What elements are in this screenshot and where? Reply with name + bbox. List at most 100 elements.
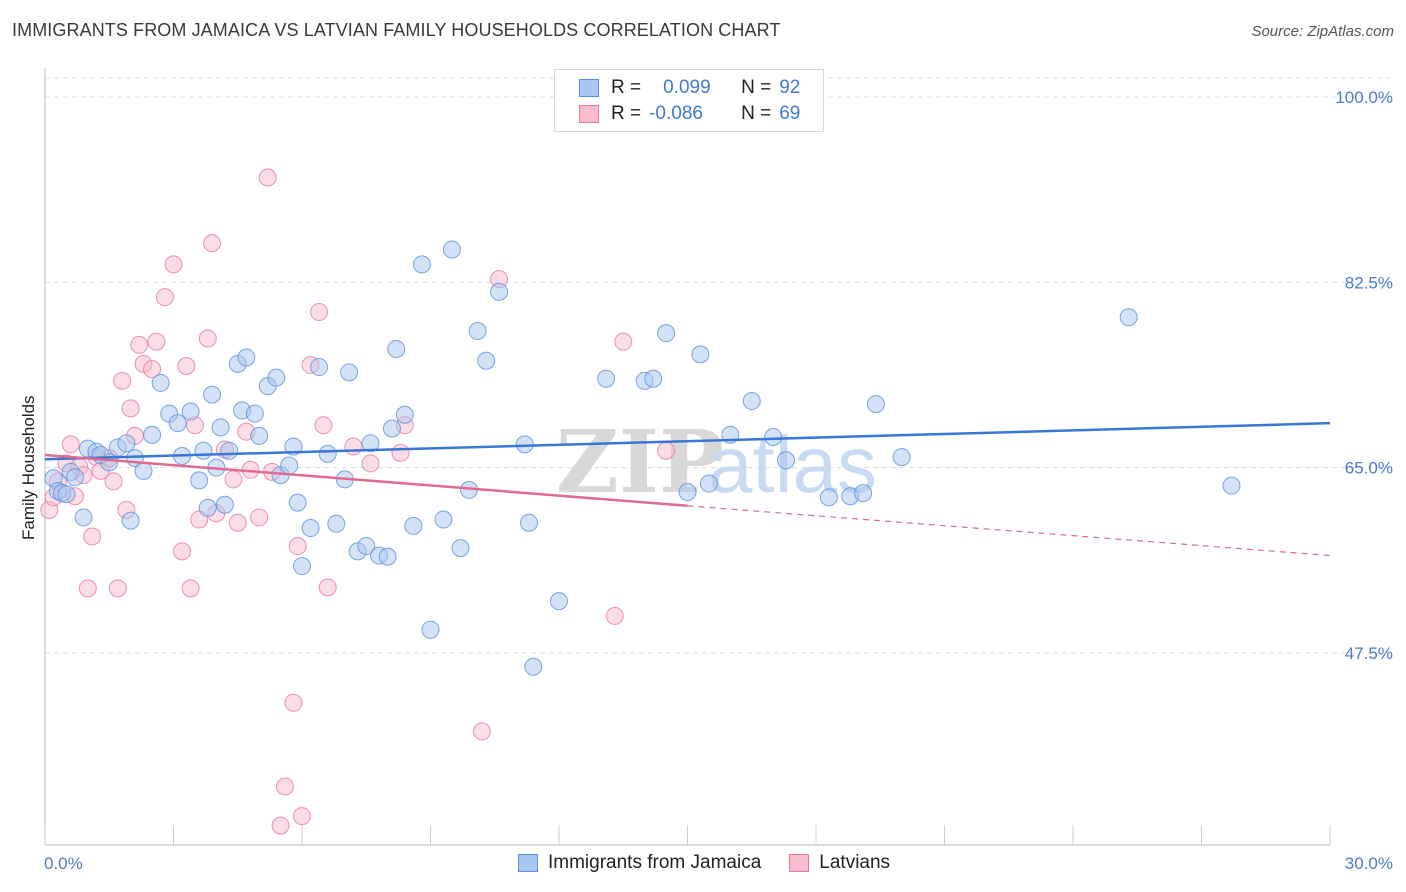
data-point-latvians: [155, 288, 174, 307]
data-point-jamaica: [310, 358, 329, 377]
series-legend: Immigrants from Jamaica Latvians: [518, 852, 918, 874]
data-point-latvians: [271, 816, 290, 835]
data-point-latvians: [275, 777, 294, 796]
data-point-jamaica: [699, 474, 718, 493]
y-tick-label: 100.0%: [1335, 88, 1393, 107]
data-point-jamaica: [143, 425, 162, 444]
legend-r-label: R =: [611, 103, 642, 124]
data-point-latvians: [391, 443, 410, 462]
data-point-jamaica: [819, 488, 838, 507]
data-point-latvians: [181, 579, 200, 598]
data-point-latvians: [130, 335, 149, 354]
data-point-jamaica: [434, 510, 453, 529]
legend-n-label: N =: [741, 103, 772, 124]
data-point-latvians: [143, 360, 162, 379]
data-point-jamaica: [134, 461, 153, 480]
data-point-jamaica: [211, 418, 230, 437]
data-point-latvians: [83, 527, 102, 546]
data-point-jamaica: [151, 373, 170, 392]
data-point-jamaica: [57, 485, 76, 504]
trend-line-jamaica: [44, 421, 1331, 461]
correlation-legend: R = 0.099 N = 92 R = -0.086 N = 69: [554, 69, 824, 132]
data-point-latvians: [361, 454, 380, 473]
x-tick-label: 30.0%: [1345, 854, 1393, 873]
data-point-latvians: [250, 508, 269, 527]
y-tick-label: 47.5%: [1345, 644, 1393, 663]
data-point-jamaica: [764, 427, 783, 446]
data-point-jamaica: [245, 404, 264, 423]
y-axis-title: Family Households: [19, 395, 38, 540]
data-point-jamaica: [267, 368, 286, 387]
axes: [44, 68, 1331, 846]
data-point-jamaica: [412, 255, 431, 274]
data-point-jamaica: [387, 340, 406, 359]
y-tick-label: 82.5%: [1345, 273, 1393, 292]
data-point-jamaica: [198, 498, 217, 517]
legend-swatch-jamaica: [579, 79, 599, 97]
data-point-jamaica: [421, 620, 440, 639]
data-point-jamaica: [340, 363, 359, 382]
watermark: ZIP atlas: [556, 412, 877, 513]
data-point-jamaica: [280, 456, 299, 475]
legend-row-jamaica: R = 0.099 N = 92: [579, 76, 800, 100]
legend-swatch-latvians: [789, 854, 810, 872]
data-point-jamaica: [327, 514, 346, 533]
data-point-latvians: [614, 332, 633, 351]
data-point-jamaica: [220, 441, 239, 460]
data-point-jamaica: [520, 513, 539, 532]
data-point-latvians: [228, 513, 247, 532]
data-point-latvians: [113, 371, 132, 390]
legend-n-value-jamaica: 92: [779, 77, 801, 98]
data-point-jamaica: [65, 468, 84, 487]
legend-row-latvians: R = -0.086 N = 69: [579, 102, 800, 126]
data-point-latvians: [203, 234, 222, 253]
legend-n-label: N =: [741, 77, 772, 98]
data-point-latvians: [108, 579, 127, 598]
data-point-latvians: [293, 807, 311, 826]
data-point-jamaica: [1119, 308, 1138, 327]
chart-title: IMMIGRANTS FROM JAMAICA VS LATVIAN FAMIL…: [12, 20, 781, 40]
data-point-latvians: [284, 693, 303, 712]
gridlines: [45, 77, 1390, 654]
data-point-jamaica: [318, 444, 337, 463]
y-tick-label: 65.0%: [1345, 459, 1393, 478]
data-point-latvians: [318, 578, 337, 597]
legend-r-label: R =: [611, 77, 642, 98]
data-point-jamaica: [284, 437, 303, 456]
data-point-jamaica: [357, 537, 376, 556]
trend-line-latvians: [44, 453, 688, 508]
trend-lines: [44, 421, 1331, 557]
data-point-jamaica: [361, 434, 380, 453]
x-tick-label: 0.0%: [44, 854, 83, 873]
watermark-zip: ZIP: [556, 412, 724, 513]
data-point-jamaica: [215, 495, 234, 514]
data-point-jamaica: [678, 483, 697, 502]
data-point-jamaica: [490, 282, 509, 301]
data-point-latvians: [258, 168, 277, 187]
data-point-jamaica: [74, 508, 93, 527]
data-point-jamaica: [117, 434, 136, 453]
data-point-jamaica: [524, 657, 543, 676]
data-point-latvians: [61, 435, 80, 454]
data-point-jamaica: [1222, 476, 1241, 495]
legend-r-value-jamaica: 0.099: [663, 77, 711, 98]
data-point-jamaica: [866, 395, 885, 414]
data-point-jamaica: [378, 547, 397, 566]
data-point-jamaica: [168, 414, 187, 433]
data-point-jamaica: [854, 484, 873, 503]
data-point-jamaica: [395, 405, 414, 424]
data-point-latvians: [224, 470, 243, 489]
data-point-jamaica: [203, 385, 222, 404]
data-point-jamaica: [597, 369, 616, 388]
legend-label-latvians: Latvians: [819, 852, 891, 873]
data-point-jamaica: [250, 426, 269, 445]
data-point-jamaica: [657, 324, 676, 343]
data-point-latvians: [164, 255, 183, 274]
data-point-jamaica: [382, 419, 401, 438]
data-point-latvians: [121, 399, 140, 418]
data-point-latvians: [344, 437, 363, 456]
data-point-jamaica: [550, 592, 568, 611]
data-point-latvians: [314, 416, 333, 435]
legend-swatch-latvians: [579, 105, 599, 123]
data-point-jamaica: [442, 240, 461, 259]
